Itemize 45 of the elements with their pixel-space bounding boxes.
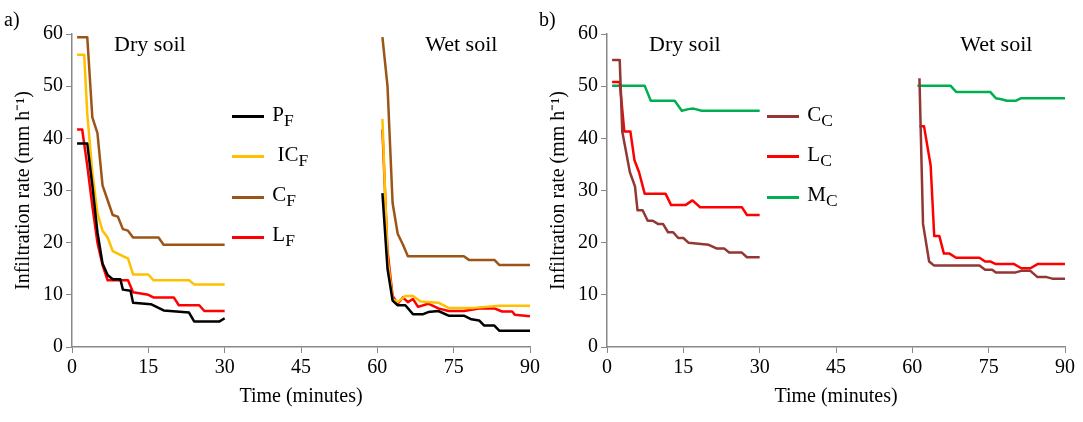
y-tick-label: 0 (588, 334, 598, 357)
y-tick-label: 30 (43, 177, 63, 200)
legend-label: C$_{F}$ (272, 180, 297, 213)
legend-label: L$_{C}$ (807, 140, 832, 172)
y-tick-label: 60 (578, 21, 598, 44)
legend-label: P$_{F}$ (272, 100, 294, 132)
y-axis-title: Infiltration rate (mm h⁻¹) (546, 90, 570, 291)
x-tick-label: 90 (520, 355, 540, 378)
legend-label: IC$_{F}$ (276, 140, 309, 172)
x-tick-label: 90 (1055, 355, 1075, 378)
x-tick-label: 0 (602, 355, 612, 378)
y-tick-label: 0 (53, 334, 63, 357)
x-tick-label: 15 (673, 355, 694, 378)
y-tick-label: 60 (43, 21, 63, 44)
y-axis-title: Infiltration rate (mm h⁻¹) (11, 90, 35, 291)
y-tick-label: 40 (578, 125, 598, 148)
annotation: Dry soil (649, 30, 721, 56)
x-tick-label: 75 (443, 355, 464, 378)
y-tick-label: 50 (578, 73, 598, 96)
y-tick-label: 20 (43, 229, 63, 252)
x-tick-label: 60 (902, 355, 923, 378)
y-tick-label: 10 (578, 282, 598, 305)
y-tick-label: 50 (43, 73, 63, 96)
annotation: Dry soil (114, 30, 186, 56)
x-tick-label: 60 (367, 355, 388, 378)
x-tick-label: 75 (978, 355, 999, 378)
x-tick-label: 45 (291, 355, 311, 378)
y-tick-label: 20 (578, 229, 598, 252)
legend-label: L$_{F}$ (272, 221, 295, 253)
annotation: Wet soil (960, 30, 1033, 56)
x-tick-label: 15 (138, 355, 159, 378)
legend-label: M$_{C}$ (807, 180, 838, 213)
x-axis-title: Time (minutes) (774, 384, 898, 408)
x-tick-label: 30 (749, 355, 770, 378)
x-tick-label: 30 (214, 355, 235, 378)
chart-title: b) (539, 8, 556, 31)
x-tick-label: 0 (67, 355, 77, 378)
y-tick-label: 30 (578, 177, 598, 200)
legend-label: C$_{C}$ (807, 100, 833, 132)
annotation: Wet soil (425, 30, 498, 56)
x-axis-title: Time (minutes) (239, 384, 363, 408)
y-tick-label: 40 (43, 125, 63, 148)
x-tick-label: 45 (826, 355, 846, 378)
chart-title: a) (4, 8, 20, 31)
y-tick-label: 10 (43, 282, 63, 305)
